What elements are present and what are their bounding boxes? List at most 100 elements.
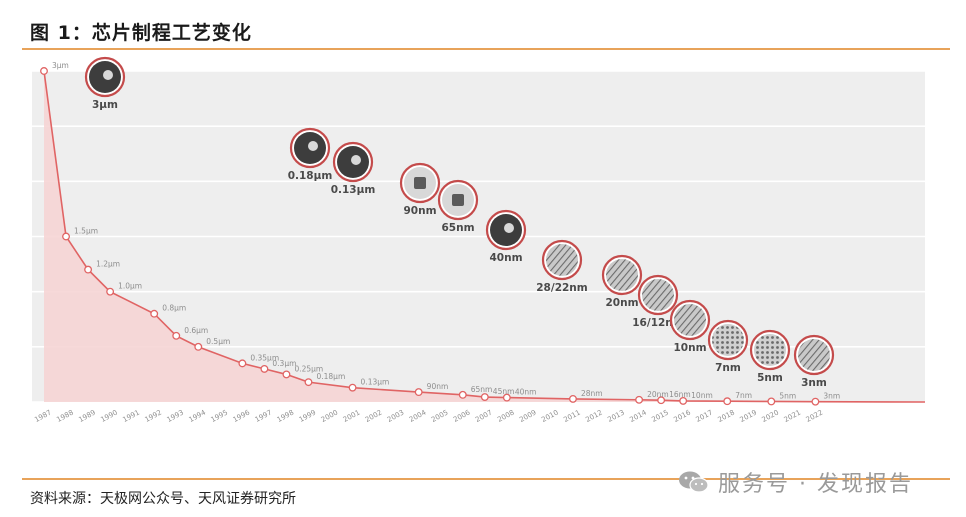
data-point: [480, 393, 489, 401]
badge-label: 3μm: [92, 99, 118, 111]
x-tick-label: 2013: [606, 409, 625, 424]
x-tick-label: 2021: [783, 409, 802, 424]
chip-feature: [351, 155, 361, 165]
badge-label: 5nm: [757, 372, 783, 384]
point-label: 0.6μm: [184, 326, 208, 335]
process-node-chart: 3μm1.5μm1.2μm1.0μm0.8μm0.6μm0.5μm0.35μm0…: [32, 56, 926, 424]
x-tick-label: 1997: [254, 409, 273, 424]
badge-label: 28/22nm: [536, 282, 588, 294]
x-tick-label: 2014: [628, 408, 648, 424]
wechat-icon: [679, 471, 709, 493]
x-tick-label: 2019: [739, 409, 758, 424]
x-tick-label: 2017: [695, 409, 714, 424]
badge-label: 40nm: [489, 252, 522, 264]
x-tick-label: 2009: [518, 409, 537, 424]
point-label: 65nm: [471, 385, 493, 394]
process-badge: 90nm: [399, 162, 441, 217]
x-tick-label: 2018: [717, 409, 736, 424]
point-label: 0.3μm: [272, 359, 296, 368]
x-axis-ticks: 1987 1988 1989 1990 1991 1992 1993 1994 1995 1996…: [33, 408, 824, 424]
point-label: 0.8μm: [162, 304, 186, 313]
data-point: [569, 394, 577, 403]
x-tick-label: 2010: [540, 409, 559, 424]
data-point: [458, 390, 467, 399]
chip-photo: [798, 339, 830, 371]
chip-photo: [674, 304, 706, 336]
x-tick-label: 2011: [562, 409, 581, 424]
process-badge: 7nm: [707, 319, 749, 374]
x-tick-label: 2020: [761, 409, 780, 424]
x-tick-label: 1991: [121, 409, 140, 424]
x-tick-label: 2022: [805, 409, 824, 424]
area-path: [44, 71, 925, 402]
x-tick-label: 1994: [188, 408, 208, 424]
chip-feature: [504, 223, 514, 233]
x-tick-label: 1996: [232, 408, 252, 424]
data-point: [172, 331, 181, 340]
data-point: [767, 397, 776, 406]
data-point: [304, 378, 313, 387]
area-fill: [44, 71, 925, 402]
process-badge: 10nm: [669, 299, 711, 354]
process-badge: 28/22nm: [536, 239, 588, 294]
bottom-divider: [22, 478, 950, 480]
x-tick-label: 1989: [77, 409, 96, 424]
data-point: [679, 396, 688, 405]
x-tick-label: 2016: [672, 408, 692, 424]
x-tick-label: 2015: [650, 409, 669, 424]
point-label: 90nm: [427, 382, 449, 391]
x-tick-label: 2001: [342, 409, 361, 424]
x-tick-label: 1993: [166, 409, 185, 424]
chip-photo: [712, 324, 744, 356]
data-point: [282, 370, 291, 379]
x-tick-label: 2007: [474, 409, 493, 424]
point-label: 3nm: [823, 392, 840, 401]
process-badges: 3μm0.18μm0.13μm90nm65nm40nm28/22nm20nm16…: [84, 56, 835, 389]
top-divider: [22, 48, 950, 50]
chip-feature: [103, 70, 113, 80]
badge-label: 0.18μm: [288, 170, 333, 182]
point-labels: 3μm1.5μm1.2μm1.0μm0.8μm0.6μm0.5μm0.35μm0…: [52, 61, 840, 401]
point-label: 45nm: [493, 387, 515, 396]
point-label: 20nm: [647, 390, 669, 399]
data-point: [62, 232, 70, 241]
series-line: [43, 70, 926, 403]
chip-feature: [308, 141, 318, 151]
point-label: 28nm: [581, 389, 603, 398]
data-point: [657, 396, 666, 405]
figure-title: 图 1：芯片制程工艺变化: [30, 22, 252, 44]
process-badge: 5nm: [749, 329, 791, 384]
data-point: [502, 393, 511, 402]
x-tick-label: 2002: [364, 409, 383, 424]
data-point: [40, 67, 48, 75]
watermark-text: 服务号 · 发现报告: [718, 472, 913, 497]
x-tick-label: 2004: [408, 408, 428, 424]
point-label: 16nm: [669, 390, 691, 399]
point-label: 0.18μm: [316, 372, 345, 381]
x-tick-label: 2003: [386, 409, 405, 424]
x-tick-label: 1992: [144, 409, 163, 424]
process-badge: 0.18μm: [288, 127, 333, 182]
badge-label: 7nm: [715, 362, 741, 374]
point-label: 5nm: [779, 391, 796, 400]
point-label: 1.0μm: [118, 282, 142, 291]
data-point: [150, 309, 159, 318]
process-badge: 40nm: [485, 209, 527, 264]
point-label: 1.5μm: [74, 227, 98, 236]
point-label: 0.13μm: [361, 378, 390, 387]
data-point: [84, 265, 93, 274]
process-badge: 65nm: [437, 179, 479, 234]
point-label: 0.35μm: [250, 353, 279, 362]
x-tick-label: 1999: [298, 409, 317, 424]
point-label: 10nm: [691, 391, 713, 400]
badge-label: 0.13μm: [331, 184, 376, 196]
source-note: 资料来源：天极网公众号、天风证券研究所: [30, 491, 296, 507]
process-badge: 3nm: [793, 334, 835, 389]
data-point: [260, 364, 269, 373]
process-badge: 20nm: [601, 254, 643, 309]
badge-label: 20nm: [605, 297, 638, 309]
point-label: 7nm: [735, 391, 752, 400]
x-tick-label: 2008: [496, 409, 515, 424]
process-badge: 0.13μm: [331, 141, 376, 196]
badge-label: 3nm: [801, 377, 827, 389]
